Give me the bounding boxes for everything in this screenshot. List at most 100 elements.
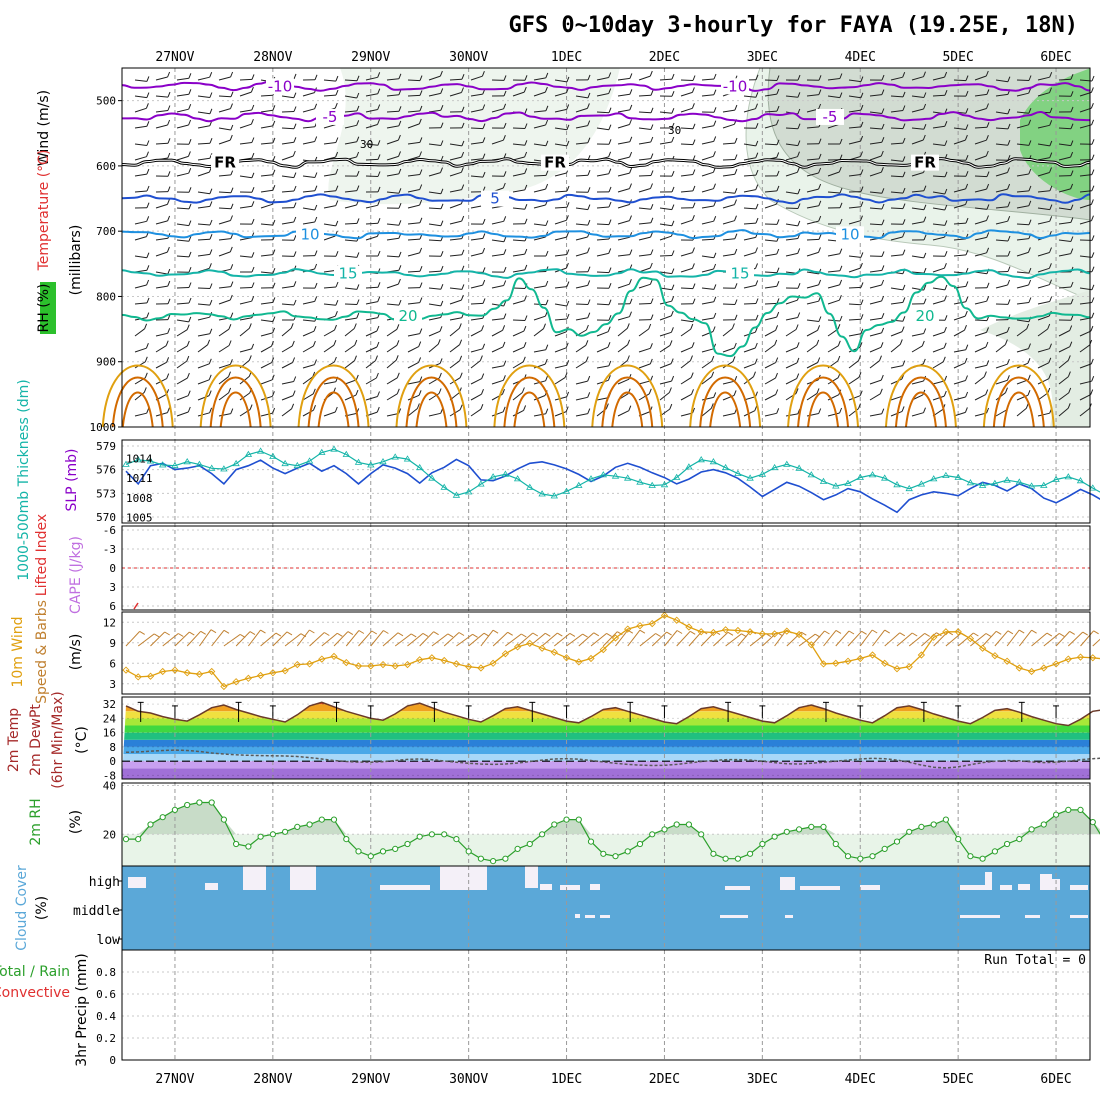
- wind-barb-flag: [710, 403, 714, 409]
- wind-barb: [953, 79, 967, 82]
- wind-speed-marker: [318, 655, 326, 663]
- wind-barb-flag: [902, 297, 906, 303]
- wind-barb: [995, 284, 1008, 289]
- wind-barb: [638, 207, 651, 210]
- wind-barb-flag: [377, 186, 381, 193]
- wind-barb: [659, 315, 672, 321]
- wind-barb: [134, 284, 147, 289]
- wind-barb-flag: [1049, 204, 1053, 210]
- wind-barb-flag: [608, 201, 612, 208]
- wind-barb: [260, 412, 273, 417]
- isotherm-label: 15: [730, 265, 749, 283]
- wind-barb-10m-flag: [973, 632, 979, 637]
- wind-barb-flag: [1091, 215, 1094, 221]
- wind-barb-10m-flag: [153, 633, 160, 638]
- wind-barb-flag: [755, 263, 758, 269]
- wind-barb: [344, 239, 358, 242]
- wind-barb: [722, 173, 735, 177]
- date-label-bottom: 30NOV: [449, 1072, 488, 1087]
- wind-barb-flag: [481, 71, 485, 77]
- temp-color-band: [122, 761, 1090, 769]
- wind-barb-flag: [734, 299, 738, 305]
- wind-barb: [701, 238, 715, 241]
- wind-barb-flag: [166, 246, 170, 253]
- wind-barb-flag: [187, 390, 191, 396]
- wind-speed-marker: [856, 654, 864, 663]
- wind-barb: [1079, 394, 1091, 401]
- wind-barb-flag: [398, 89, 402, 95]
- wind-barb: [722, 328, 733, 337]
- wind-barb-flag: [755, 103, 758, 109]
- wind-barb-flag: [566, 313, 570, 320]
- wind-barb-flag: [293, 92, 297, 98]
- cloud-gap: [1018, 884, 1030, 890]
- slp-marker: [354, 458, 363, 465]
- wind-barb-10m-flag: [985, 633, 992, 637]
- wind-barb-flag: [503, 171, 507, 177]
- wind-barb: [218, 76, 231, 81]
- cloud-gap: [600, 915, 610, 918]
- wind-barb: [638, 94, 652, 97]
- wind-barb-flag: [502, 375, 506, 381]
- wind-barb-flag: [923, 252, 927, 259]
- rh-marker: [245, 843, 252, 850]
- wind-barb-flag: [1090, 103, 1094, 109]
- wind-barb: [764, 124, 777, 129]
- wind-barb-flag: [734, 283, 738, 289]
- wind-barb: [701, 331, 714, 337]
- wind-barb-flag: [1091, 312, 1095, 318]
- wind-barb: [407, 252, 420, 257]
- wind-barb: [953, 396, 966, 401]
- wind-barb-flag: [461, 265, 465, 271]
- wind-barb-flag: [608, 219, 612, 225]
- wind-barb: [344, 124, 357, 129]
- isotherm-label-bg: [266, 78, 294, 95]
- wind-barb-flag: [418, 118, 422, 125]
- wind-barb-flag: [398, 168, 402, 175]
- rh-marker: [967, 853, 974, 860]
- wind-barb: [197, 238, 211, 241]
- temp-color-band: [122, 754, 1090, 762]
- cloud-gap: [860, 885, 880, 890]
- wind-barb-flag: [398, 73, 402, 79]
- wind-barb-flag: [440, 140, 444, 146]
- axis-tick-label: 0.6: [96, 988, 116, 1001]
- axis-tick-label: 500: [96, 95, 116, 108]
- wind-barb-flag: [734, 104, 738, 111]
- wind-barb-flag: [1028, 219, 1032, 225]
- isotherm-label: FR: [544, 154, 566, 172]
- wind-barb-10m: [431, 633, 449, 647]
- wind-barb: [995, 239, 1009, 242]
- wind-barb: [932, 287, 945, 291]
- wind-barb-10m-flag: [492, 629, 499, 634]
- wind-barb: [344, 344, 356, 353]
- axis-tick-label: 0: [109, 755, 116, 768]
- wind-barb-flag: [146, 151, 149, 157]
- wind-barb-flag: [167, 91, 171, 98]
- wind-barb-flag: [544, 358, 548, 365]
- wind-barb: [218, 139, 231, 145]
- wind-barb-flag: [271, 374, 275, 380]
- wind-barb-flag: [837, 355, 841, 362]
- wind-barb-flag: [1070, 106, 1074, 113]
- wind-barb-flag: [986, 171, 990, 177]
- rh-marker: [734, 855, 742, 862]
- wind-barb-10m-flag: [545, 632, 551, 637]
- wind-barb: [386, 303, 400, 306]
- wind-barb-flag: [524, 123, 528, 129]
- wind-barb: [701, 408, 712, 417]
- rh-marker: [269, 831, 276, 838]
- wind-barb-flag: [711, 371, 715, 377]
- wind-barb-flag: [293, 123, 297, 129]
- wind-barb: [1037, 207, 1050, 211]
- thermal-contour: [297, 364, 370, 428]
- slp-marker: [428, 474, 436, 481]
- wind-barb: [743, 252, 756, 257]
- wind-barb: [785, 207, 799, 209]
- wind-barb: [512, 172, 525, 177]
- wind-barb-flag: [419, 328, 423, 334]
- wind-barb-flag: [734, 248, 738, 255]
- wind-barb-flag: [249, 404, 253, 410]
- wind-barb-flag: [650, 249, 654, 255]
- rh-marker: [624, 848, 631, 855]
